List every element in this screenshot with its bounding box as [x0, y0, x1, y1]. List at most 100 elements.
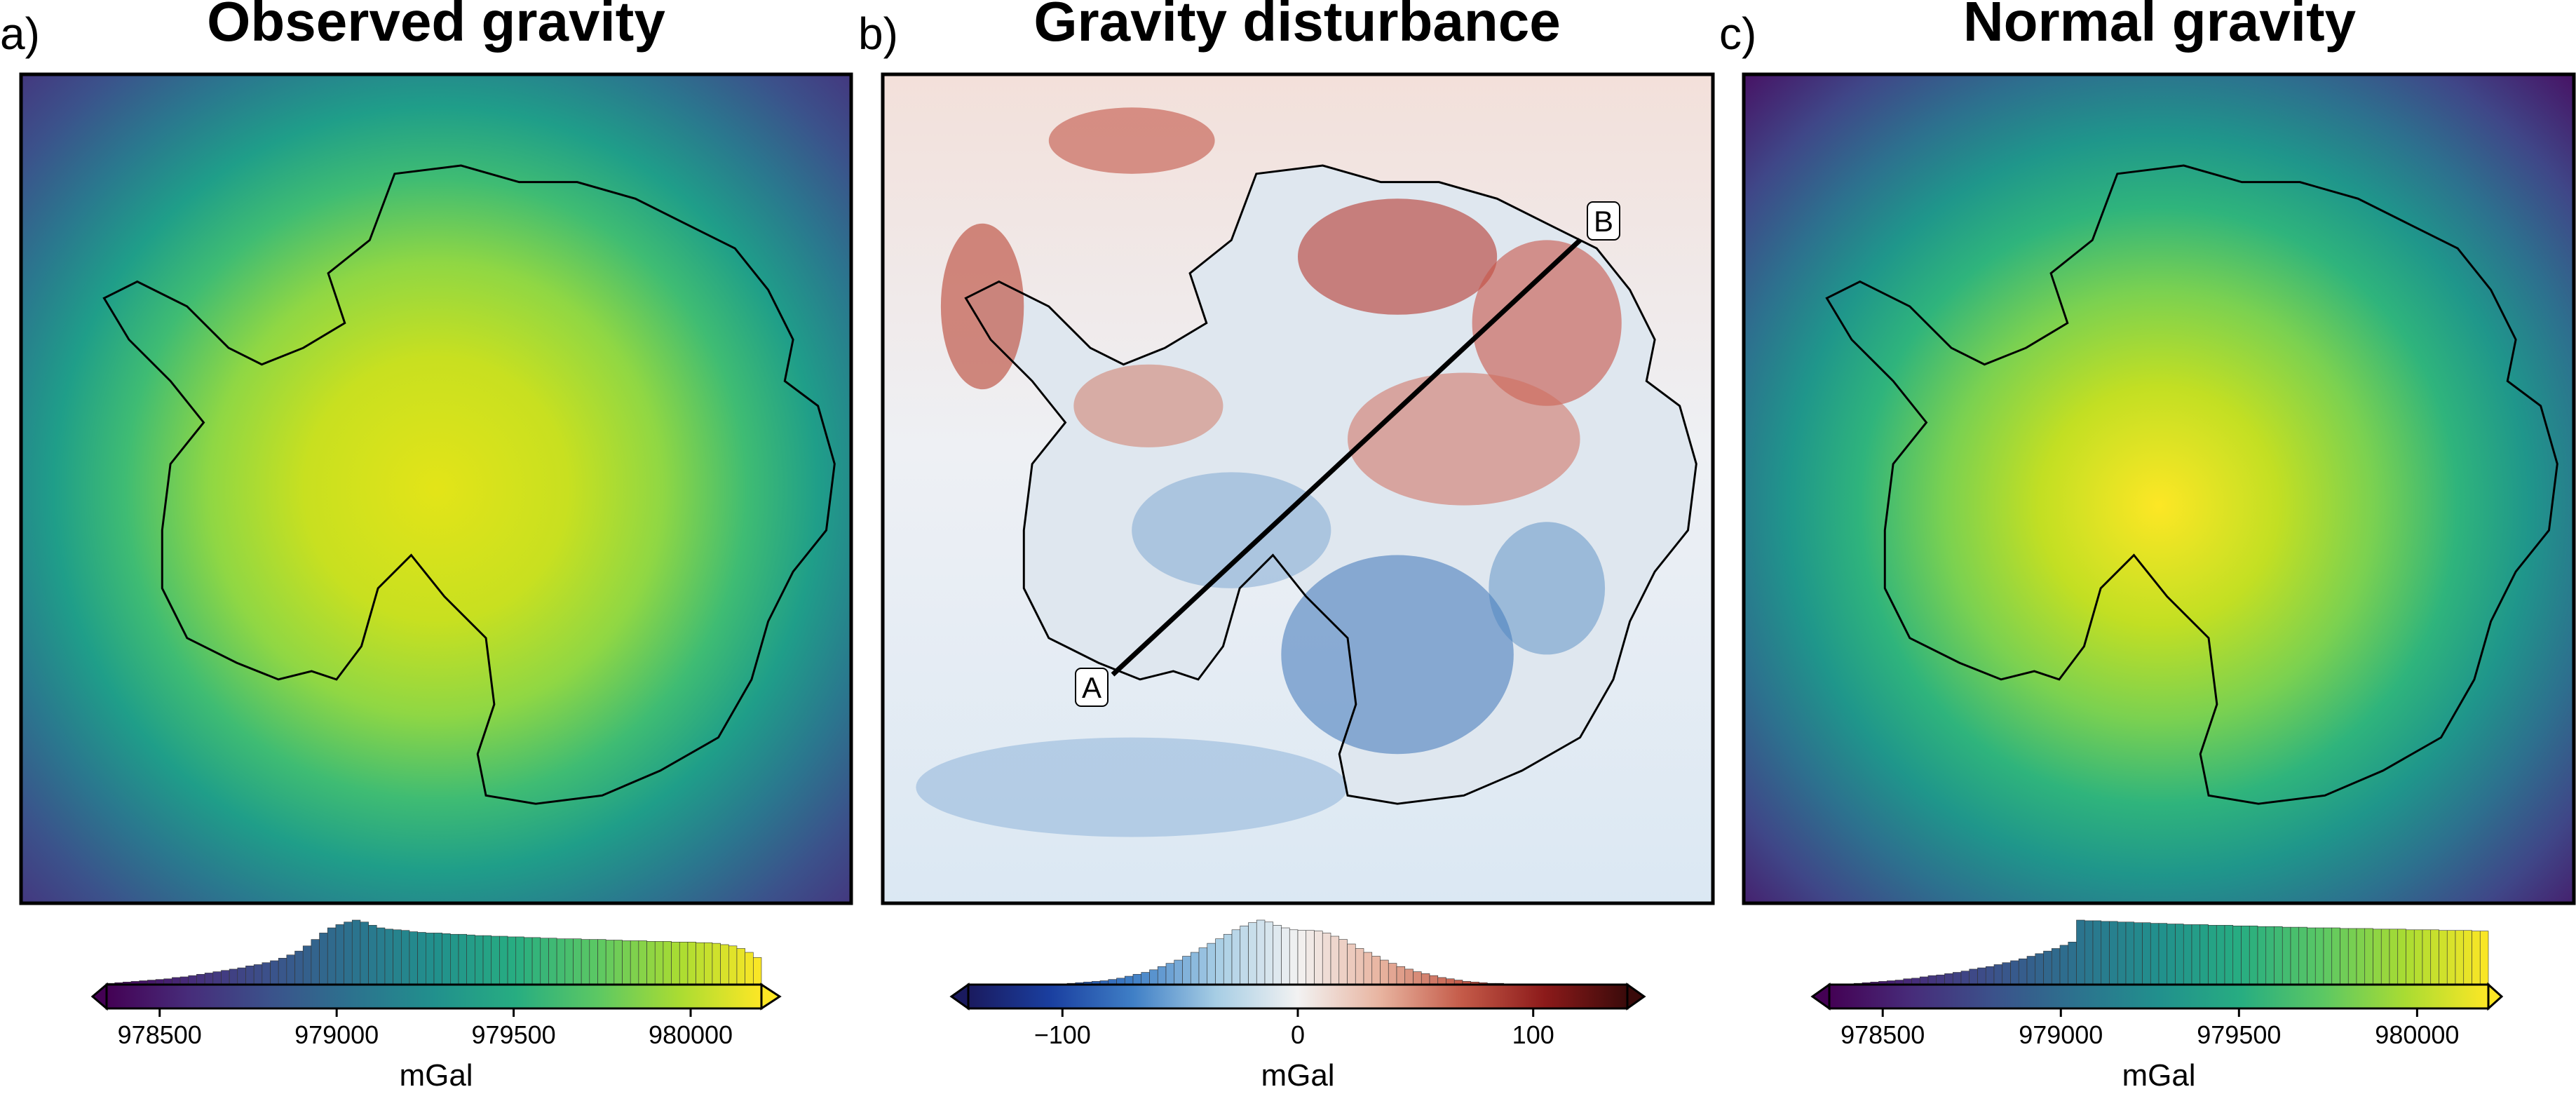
histogram-bar — [1281, 927, 1290, 985]
histogram-bar — [1355, 948, 1364, 985]
map-frame — [19, 72, 853, 905]
histogram-bar — [1248, 922, 1257, 985]
panel-label: b) — [858, 8, 898, 59]
histogram-bar — [1330, 936, 1340, 985]
histogram — [1042, 919, 1529, 985]
histogram-bar — [2191, 924, 2201, 985]
histogram-bar — [540, 938, 549, 985]
histogram-bar — [442, 933, 451, 985]
colorbar-tick-label: 100 — [1512, 1020, 1554, 1049]
histogram-bar — [564, 938, 574, 985]
histogram-bar — [1207, 943, 1216, 985]
histogram-bar — [1363, 952, 1373, 985]
colorbar-normal-gravity: 978500 979000 979500 980000 mGal — [1810, 919, 2504, 1093]
colorbar-unit-label: mGal — [2122, 1058, 2195, 1093]
histogram-bar — [450, 933, 459, 985]
colorbar-strip — [967, 983, 1629, 1010]
histogram-bar — [311, 939, 320, 985]
map-frame — [1742, 72, 2576, 905]
histogram-bar — [2059, 945, 2069, 985]
histogram-bar — [1215, 938, 1224, 985]
histogram-bar — [573, 938, 582, 985]
histogram-bar — [646, 941, 656, 985]
histogram-bar — [2455, 930, 2465, 985]
histogram-bar — [1338, 939, 1348, 985]
histogram-bar — [524, 937, 533, 985]
histogram-bar — [2290, 926, 2300, 985]
histogram-bar — [2274, 926, 2283, 985]
histogram-bar — [1141, 972, 1150, 985]
histogram-bar — [1960, 971, 1970, 985]
histogram-bar — [2216, 925, 2225, 985]
histogram-bar — [1264, 921, 1274, 985]
histogram-bar — [712, 943, 721, 985]
colorbar-strip — [105, 983, 763, 1010]
histogram-bar — [1322, 933, 1331, 985]
colorbar-observed-gravity: 978500 979000 979500 980000 mGal — [90, 919, 782, 1093]
histogram-bar — [253, 964, 263, 985]
histogram-bar — [2125, 921, 2135, 985]
histogram-bar — [2389, 928, 2399, 985]
histogram-bar — [1969, 968, 1978, 985]
histogram-bar — [1289, 929, 1299, 985]
histogram-bar — [2183, 924, 2192, 985]
histogram-bar — [2380, 928, 2390, 985]
colorbar-tick-label: 979000 — [294, 1020, 379, 1049]
histogram-bar — [2117, 921, 2127, 985]
histogram-bar — [1190, 952, 1200, 985]
histogram-bar — [376, 927, 386, 985]
histogram-bar — [335, 924, 344, 985]
histogram-bar — [1198, 947, 1208, 985]
histogram-bar — [204, 973, 214, 985]
histogram-bar — [696, 942, 705, 985]
histogram-bar — [409, 931, 418, 985]
histogram-bar — [1952, 972, 1962, 985]
colorbar-ticks: 978500 979000 979500 980000 — [118, 1008, 733, 1049]
histogram-bar — [1223, 933, 1233, 985]
histogram-bar — [270, 960, 279, 985]
histogram-bar — [2257, 926, 2267, 985]
histogram-bar — [581, 939, 590, 985]
colorbar-tick-label: 979000 — [2019, 1020, 2103, 1049]
histogram-bar — [1396, 966, 1406, 985]
histogram-bar — [482, 935, 492, 985]
histogram-bar — [294, 950, 304, 985]
svg-text:A: A — [1082, 671, 1101, 704]
histogram-bar — [2331, 927, 2340, 985]
histogram-bar — [2134, 922, 2143, 985]
histogram-bar — [1231, 929, 1241, 985]
histogram-bar — [499, 936, 508, 985]
colorbar-low-arrow — [1810, 982, 1831, 1011]
histogram-bar — [2406, 929, 2415, 985]
histogram-bar — [753, 957, 762, 985]
histogram-bar — [2479, 931, 2489, 985]
histogram-bar — [1380, 959, 1389, 985]
histogram-bar — [2446, 930, 2456, 985]
histogram-bar — [679, 941, 689, 985]
histogram-bar — [2430, 929, 2439, 985]
histogram-bar — [245, 966, 255, 985]
histogram-bar — [2026, 956, 2036, 985]
histogram-bar — [2224, 925, 2234, 985]
histogram-bar — [2298, 926, 2307, 985]
histogram-bar — [2010, 960, 2019, 985]
histogram-bar — [728, 945, 738, 985]
colorbar-ticks: −100 0 100 — [1034, 1008, 1554, 1049]
colorbar-strip — [1828, 983, 2490, 1010]
histogram-bar — [2199, 924, 2209, 985]
panel-label: a) — [0, 8, 40, 59]
histogram-bar — [1132, 973, 1142, 985]
histogram-bar — [2101, 921, 2110, 985]
histogram-bar — [172, 977, 181, 985]
histogram-bar — [687, 941, 696, 985]
histogram-bar — [1985, 966, 1995, 985]
map-observed-gravity — [21, 74, 851, 903]
histogram-bar — [2092, 920, 2102, 985]
histogram-bar — [1413, 971, 1422, 985]
histogram-bar — [2463, 930, 2472, 985]
colorbar-tick-label: −100 — [1034, 1020, 1091, 1049]
histogram-bar — [654, 941, 664, 985]
colorbar-low-arrow — [90, 982, 108, 1011]
colorbar-tick-label: 978500 — [1841, 1020, 1925, 1049]
histogram-bar — [2084, 920, 2094, 985]
